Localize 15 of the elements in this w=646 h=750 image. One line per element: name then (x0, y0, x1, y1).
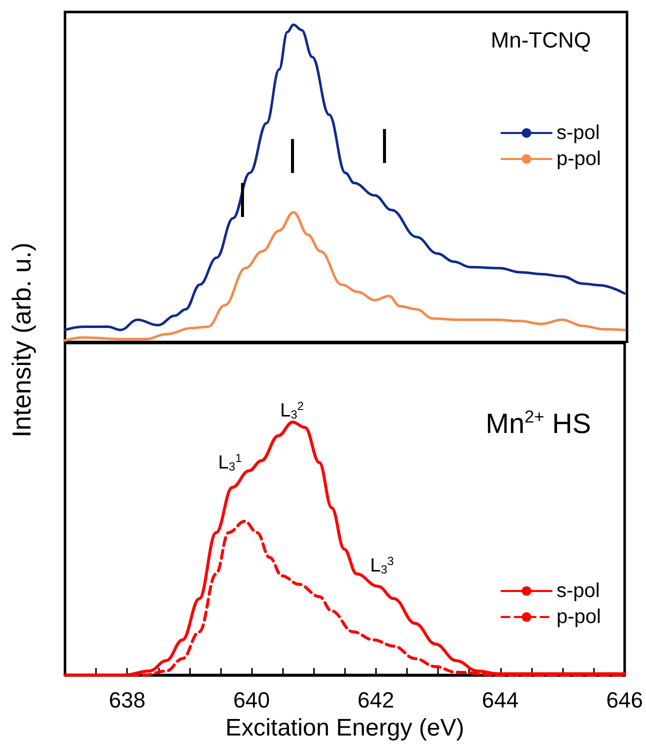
legend-label: p-pol (556, 148, 602, 170)
x-tick-label: 638 (108, 688, 146, 712)
legend-label: s-pol (556, 580, 600, 602)
legend-label: p-pol (556, 606, 602, 628)
x-tick-label: 646 (606, 688, 644, 712)
legend-label: s-pol (556, 122, 600, 144)
chart-title: Mn-TCNQ (490, 28, 592, 52)
x-tick-label: 640 (233, 688, 270, 712)
y-axis-title: Intensity (arb. u.) (6, 242, 38, 438)
x-tick-label: 644 (482, 688, 519, 712)
x-axis-title: Excitation Energy (eV) (225, 714, 464, 742)
text: L32 (280, 400, 304, 422)
annotation: L33 (370, 554, 394, 576)
x-tick-label: 642 (358, 688, 394, 712)
annotation: L31 (218, 452, 242, 474)
